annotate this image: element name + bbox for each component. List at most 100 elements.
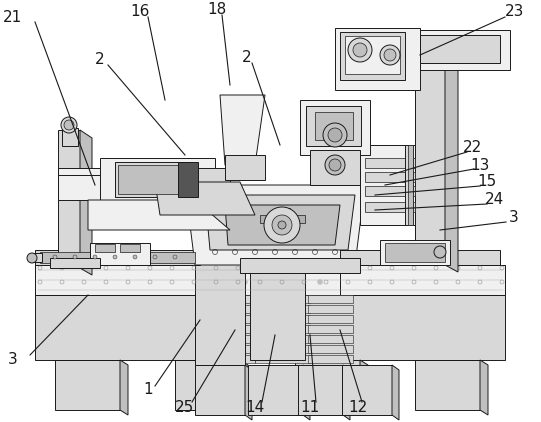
Circle shape <box>217 268 222 273</box>
Circle shape <box>293 279 298 284</box>
Bar <box>408 145 413 225</box>
Bar <box>260 215 305 223</box>
Text: 2: 2 <box>242 51 252 65</box>
Bar <box>340 32 405 80</box>
Polygon shape <box>245 365 252 420</box>
Circle shape <box>117 279 122 284</box>
Circle shape <box>142 279 148 284</box>
Polygon shape <box>240 360 248 415</box>
Text: 15: 15 <box>477 175 497 189</box>
Bar <box>225 155 265 180</box>
Bar <box>255 335 310 343</box>
Circle shape <box>68 279 72 284</box>
Bar <box>195 260 245 365</box>
Polygon shape <box>340 250 500 265</box>
Circle shape <box>293 268 298 273</box>
Circle shape <box>393 279 398 284</box>
Circle shape <box>61 117 77 133</box>
Circle shape <box>467 268 472 273</box>
Circle shape <box>242 268 247 273</box>
Bar <box>62 128 78 146</box>
Polygon shape <box>392 365 399 420</box>
Text: 12: 12 <box>348 400 368 414</box>
Polygon shape <box>295 360 360 410</box>
Polygon shape <box>445 50 458 272</box>
Polygon shape <box>100 158 215 205</box>
Circle shape <box>68 268 72 273</box>
Text: 3: 3 <box>509 211 519 225</box>
Circle shape <box>492 279 498 284</box>
Circle shape <box>173 255 177 259</box>
Polygon shape <box>360 360 368 415</box>
Circle shape <box>64 120 74 130</box>
Circle shape <box>193 268 197 273</box>
Circle shape <box>418 279 423 284</box>
Polygon shape <box>360 145 415 225</box>
Text: 18: 18 <box>207 3 227 17</box>
Text: 1: 1 <box>143 382 153 398</box>
Circle shape <box>264 207 300 243</box>
Bar <box>255 355 310 363</box>
Bar <box>200 335 255 343</box>
Circle shape <box>27 253 37 263</box>
Polygon shape <box>175 360 240 410</box>
Circle shape <box>318 279 322 284</box>
Circle shape <box>168 268 173 273</box>
Circle shape <box>393 268 398 273</box>
Polygon shape <box>415 30 510 70</box>
Polygon shape <box>343 365 350 420</box>
Polygon shape <box>365 158 415 168</box>
Bar <box>308 325 353 333</box>
Bar <box>255 345 310 353</box>
Polygon shape <box>120 360 128 415</box>
Circle shape <box>323 123 347 147</box>
Bar <box>40 252 195 263</box>
Bar <box>306 106 361 146</box>
Bar <box>118 165 187 194</box>
Polygon shape <box>365 186 415 196</box>
Bar <box>405 145 413 225</box>
Circle shape <box>168 279 173 284</box>
Polygon shape <box>220 95 265 165</box>
Circle shape <box>367 268 373 273</box>
Polygon shape <box>415 360 480 410</box>
Text: 3: 3 <box>8 352 18 368</box>
Bar <box>308 345 353 353</box>
Bar <box>200 345 255 353</box>
Bar <box>380 240 450 265</box>
Polygon shape <box>395 45 465 55</box>
Bar <box>278 208 290 233</box>
Polygon shape <box>365 172 415 182</box>
Text: 25: 25 <box>175 400 195 414</box>
Bar <box>195 168 230 188</box>
Circle shape <box>318 268 322 273</box>
Bar <box>95 244 115 252</box>
Polygon shape <box>300 100 370 155</box>
Bar <box>35 265 220 295</box>
Polygon shape <box>225 205 340 245</box>
Circle shape <box>278 221 286 229</box>
Polygon shape <box>415 50 445 265</box>
Circle shape <box>434 246 446 258</box>
Bar <box>200 305 255 313</box>
Bar <box>255 305 310 313</box>
Bar <box>420 35 500 63</box>
Circle shape <box>267 279 273 284</box>
Circle shape <box>53 255 57 259</box>
Polygon shape <box>195 365 245 415</box>
Circle shape <box>492 268 498 273</box>
Text: 11: 11 <box>300 400 320 414</box>
Text: 22: 22 <box>463 141 481 155</box>
Bar <box>345 36 400 74</box>
Polygon shape <box>155 182 255 215</box>
Circle shape <box>117 268 122 273</box>
Bar <box>340 265 505 295</box>
Circle shape <box>384 49 396 61</box>
Circle shape <box>328 128 342 142</box>
Polygon shape <box>185 185 365 265</box>
Circle shape <box>43 268 48 273</box>
Polygon shape <box>365 202 415 212</box>
Circle shape <box>467 279 472 284</box>
Circle shape <box>329 159 341 171</box>
Bar <box>310 150 360 185</box>
